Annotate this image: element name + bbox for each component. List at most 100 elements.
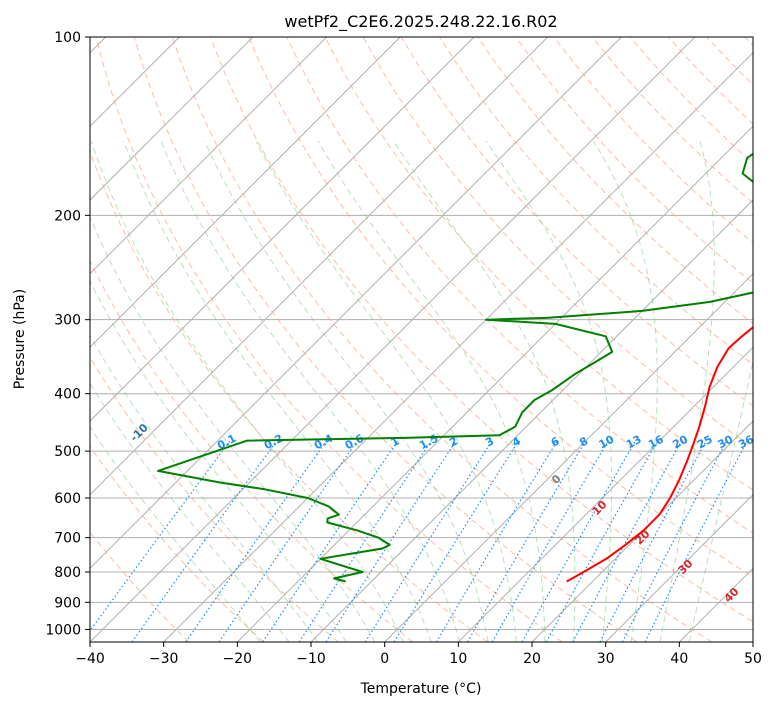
mixing-ratio-line <box>364 440 493 642</box>
dry-adiabat <box>90 356 339 642</box>
x-tick-label: −20 <box>223 651 253 667</box>
moist-adiabat <box>90 215 376 642</box>
mixing-ratio-label: 3 <box>483 434 496 449</box>
mixing-ratio-label: 1.5 <box>417 432 440 453</box>
x-axis-label: Temperature (°C) <box>360 681 482 697</box>
isotherm-line <box>531 420 753 642</box>
mixing-ratio-line <box>262 440 399 642</box>
mixing-ratio-line <box>185 440 328 642</box>
isotherm-line <box>236 125 753 642</box>
x-tick-label: 40 <box>670 651 688 667</box>
isotherm-line <box>90 37 401 349</box>
mixing-ratio-label: 36 <box>736 433 756 452</box>
x-tick-label: 0 <box>380 651 389 667</box>
mixing-ratio-line <box>572 440 683 642</box>
background-lines <box>90 37 753 642</box>
isotherm-line <box>90 37 328 275</box>
y-tick-label: 700 <box>54 531 81 547</box>
x-tick-label: −40 <box>75 651 105 667</box>
y-axis-label: Pressure (hPa) <box>12 289 28 389</box>
dry-adiabat <box>706 37 753 86</box>
dry-adiabat <box>248 37 753 578</box>
moist-adiabat <box>90 279 347 642</box>
moist-adiabat <box>123 141 432 642</box>
dry-adiabat <box>668 37 753 125</box>
isotherm-line <box>678 567 753 642</box>
mixing-ratio-line <box>545 440 659 642</box>
x-tick-label: −30 <box>149 651 179 667</box>
moist-adiabat <box>90 382 290 642</box>
mixing-ratio-label: 0.2 <box>262 432 285 453</box>
y-tick-label: 500 <box>54 444 81 460</box>
isotherm-line <box>457 346 753 642</box>
moist-adiabat <box>90 141 404 642</box>
dry-adiabat <box>477 37 753 325</box>
dry-adiabat <box>324 37 753 491</box>
mixing-ratio-label: 1 <box>389 434 402 449</box>
mixing-ratio-label: 6 <box>549 434 562 449</box>
moist-adiabat <box>593 141 658 642</box>
moist-adiabat <box>90 334 319 642</box>
moist-adiabat <box>659 141 715 642</box>
dry-adiabat <box>286 37 753 534</box>
x-tick-label: 10 <box>449 651 467 667</box>
mixing-ratio-label: 0.1 <box>215 432 238 453</box>
mixing-ratio-line <box>435 440 558 642</box>
isotherm-line <box>90 37 254 201</box>
moist-adiabat <box>317 141 546 642</box>
moist-adiabat <box>485 141 613 642</box>
x-tick-label: 20 <box>523 651 541 667</box>
moist-adiabat <box>204 141 489 642</box>
mixing-ratio-line <box>491 440 609 642</box>
temperature-profile <box>566 325 753 583</box>
dry-adiabat <box>95 37 563 642</box>
chart-title: wetPf2_C2E6.2025.248.22.16.R02 <box>284 12 557 32</box>
isotherm-line <box>90 37 622 570</box>
mixing-ratio-label: 16 <box>646 433 666 452</box>
mixing-ratio-label: 20 <box>670 433 690 452</box>
plot-area: 0.10.20.40.611.52346810131620253036-100-… <box>90 37 756 642</box>
x-tick-label: −10 <box>296 651 326 667</box>
dry-adiabat <box>553 37 753 244</box>
mixing-ratio-line <box>90 440 231 632</box>
dry-adiabat <box>133 37 638 642</box>
dry-adiabat-label: -10 <box>128 421 151 444</box>
mixing-ratio-label: 0.6 <box>343 432 367 453</box>
isotherm-line <box>163 51 753 642</box>
isotherm-line <box>90 37 475 422</box>
moist-adiabat <box>160 141 461 642</box>
y-tick-label: 200 <box>54 208 81 224</box>
isotherm-line <box>605 493 753 642</box>
dry-adiabat <box>171 37 712 642</box>
mixing-ratio-line <box>521 440 637 642</box>
y-tick-label: 800 <box>54 565 81 581</box>
mixing-ratio-label: 4 <box>510 434 523 449</box>
dry-adiabat <box>90 445 264 642</box>
isotherm-line <box>90 37 549 496</box>
profile-lines <box>157 152 753 583</box>
y-tick-label: 100 <box>54 30 81 46</box>
mixing-ratio-line <box>393 440 520 642</box>
x-axis: −40 −30 −20 −10 0 10 20 30 40 50 <box>75 642 762 667</box>
mixing-ratio-line <box>131 440 278 642</box>
y-tick-label: 1000 <box>45 622 81 638</box>
y-tick-label: 400 <box>54 387 81 403</box>
mixing-ratio-label: 10 <box>597 433 617 452</box>
mixing-ratio-label: 30 <box>716 433 736 452</box>
isotherm-line <box>90 37 696 642</box>
dry-adiabat <box>210 37 753 623</box>
dry-adiabat <box>744 37 753 47</box>
dry-adiabat <box>515 37 753 284</box>
isoline-labels: 0.10.20.40.611.52346810131620253036-100-… <box>128 421 756 605</box>
mixing-ratio-label: 13 <box>624 433 644 452</box>
moist-adiabat-label: 30 <box>676 557 696 577</box>
moist-adiabat <box>255 141 517 642</box>
mixing-ratio-label: 25 <box>695 433 715 452</box>
isotherm-line <box>310 199 753 642</box>
mixing-ratio-line <box>298 440 432 642</box>
mixing-ratio-line <box>466 440 587 642</box>
y-tick-label: 900 <box>54 595 81 611</box>
y-axis: 100 200 300 400 500 600 700 800 900 1000 <box>45 30 90 638</box>
isotherm-line <box>752 641 753 642</box>
